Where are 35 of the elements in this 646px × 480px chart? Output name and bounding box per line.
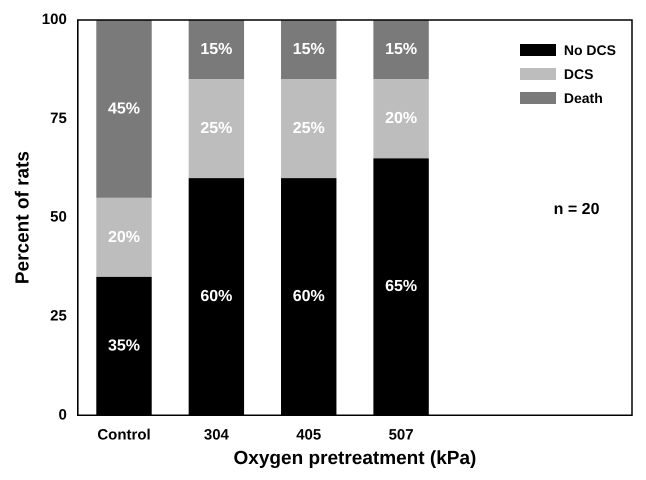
legend-label: No DCS (564, 42, 616, 58)
data-label: 25% (200, 120, 232, 138)
x-axis-title: Oxygen pretreatment (kPa) (233, 448, 476, 469)
annotation: n = 20 (554, 201, 600, 218)
data-label: 15% (200, 41, 232, 58)
y-tick-label: 25 (50, 308, 67, 325)
bar (188, 20, 244, 80)
bar (96, 20, 152, 198)
bar (96, 198, 152, 277)
bar (281, 79, 336, 178)
x-tick-label: 304 (204, 426, 230, 444)
bar (281, 20, 336, 80)
data-label: 15% (292, 41, 325, 58)
data-label: 20% (108, 228, 140, 246)
data-label: 60% (292, 288, 325, 306)
data-label: 15% (385, 41, 418, 58)
data-label: 60% (200, 288, 232, 306)
data-label: 65% (385, 278, 418, 296)
y-tick-label: 50 (50, 208, 67, 226)
x-tick-label: 507 (388, 426, 414, 444)
data-label: 25% (292, 120, 325, 138)
y-tick-label: 0 (58, 406, 67, 424)
legend-label: DCS (564, 66, 594, 82)
legend-label: Death (564, 90, 603, 106)
data-label: 35% (108, 337, 140, 354)
data-label: 20% (385, 110, 418, 128)
y-tick-label: 75 (50, 110, 67, 127)
bar (373, 20, 429, 80)
data-label: 45% (108, 100, 140, 118)
bar (373, 79, 429, 158)
x-tick-label: 405 (296, 426, 322, 444)
y-tick-label: 100 (42, 11, 67, 28)
y-axis-title: Percent of rats (12, 151, 34, 284)
bar (188, 79, 244, 178)
x-tick-label: Control (97, 426, 151, 444)
